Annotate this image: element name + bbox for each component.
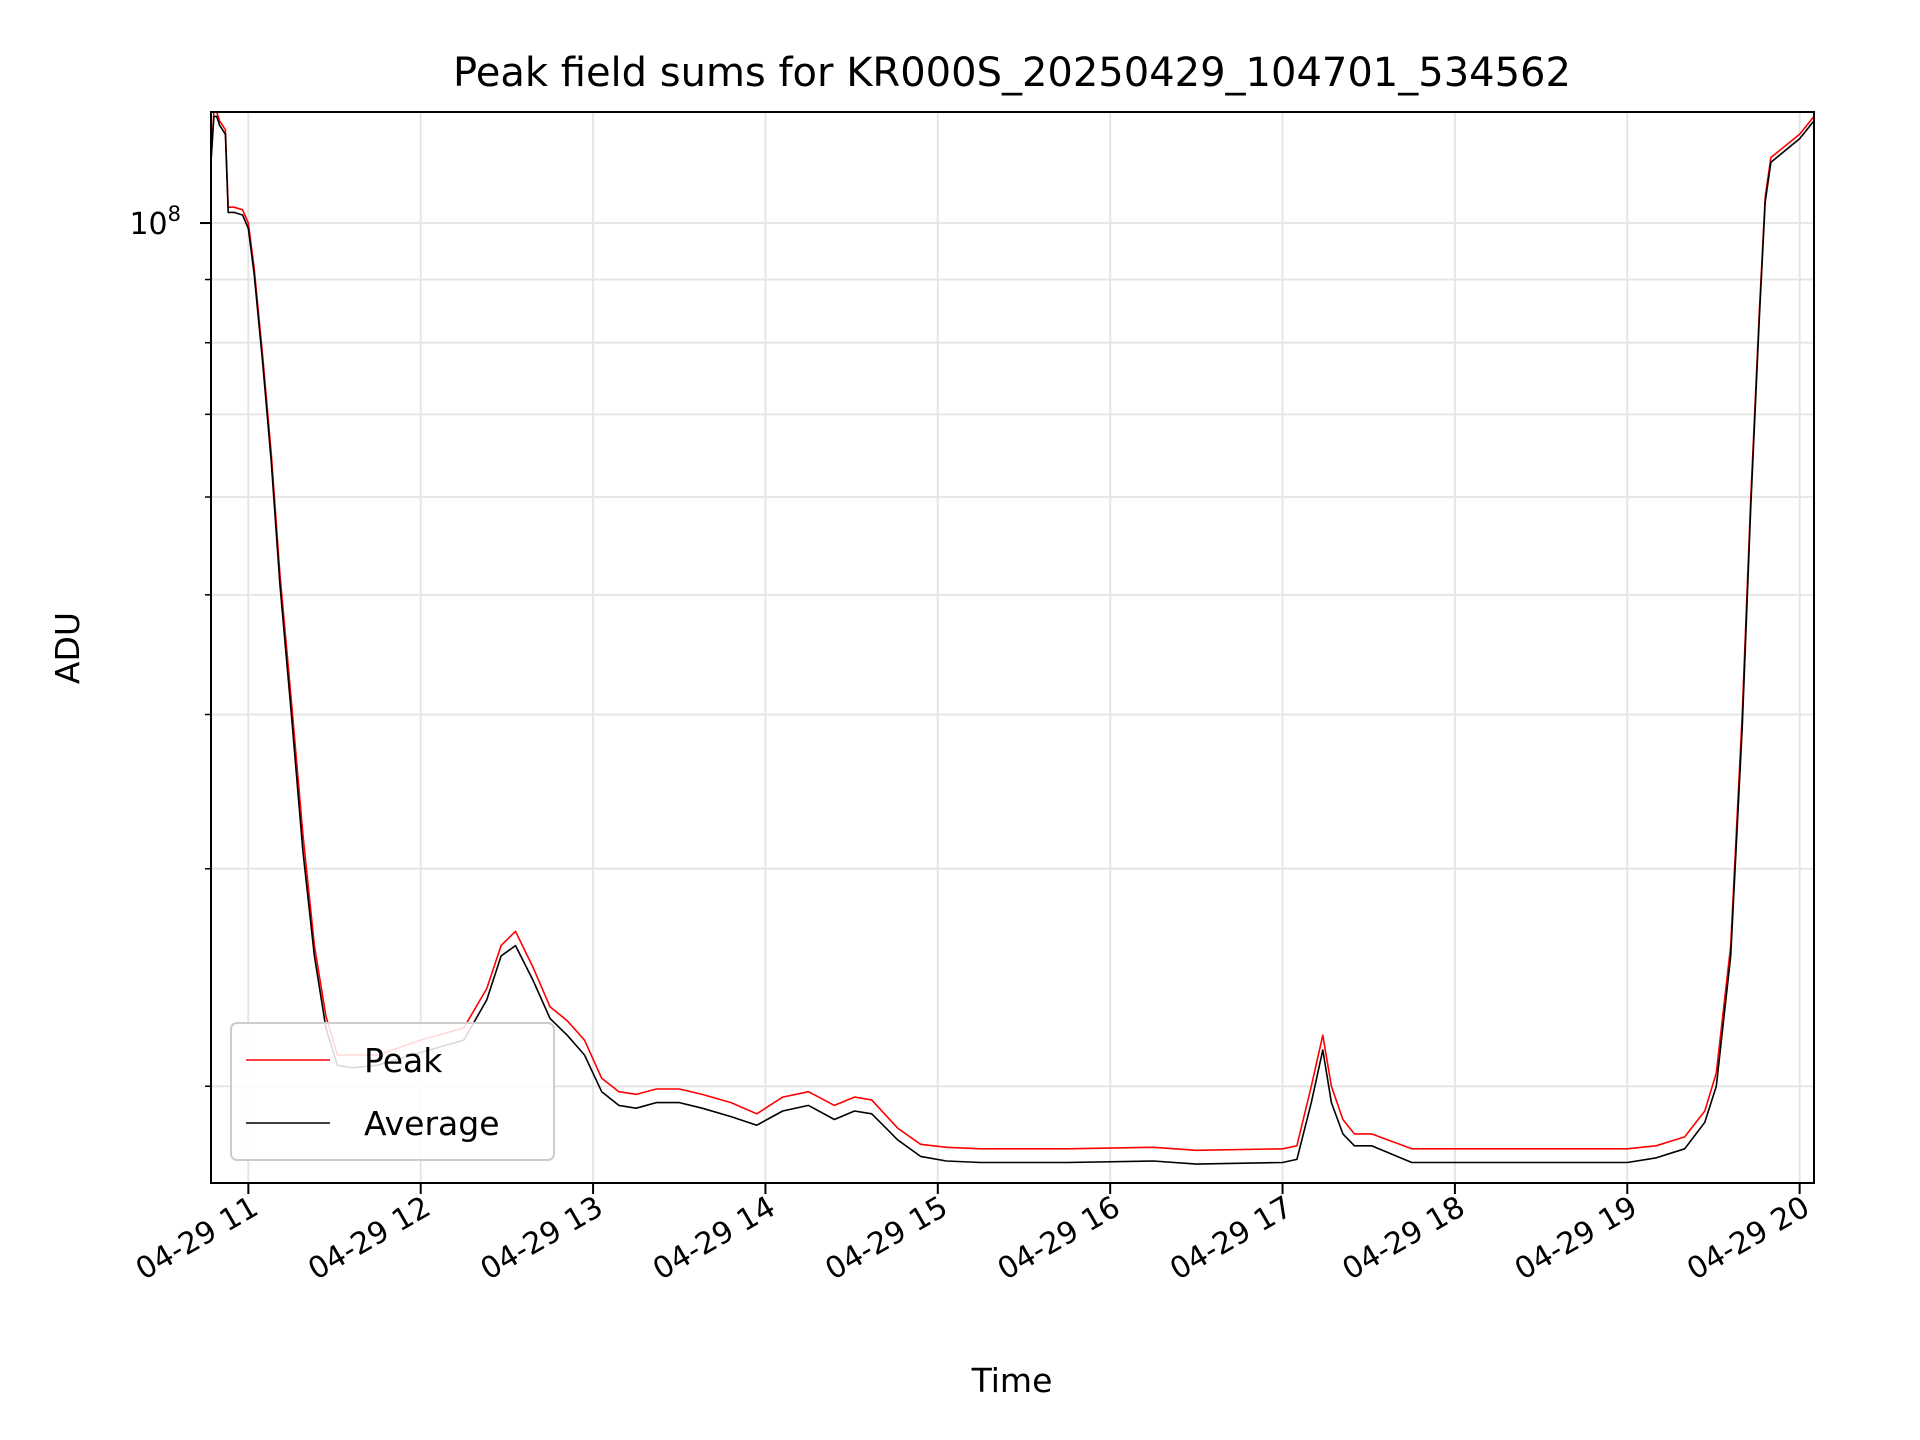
grid — [211, 112, 1814, 1183]
chart-title: Peak field sums for KR000S_20250429_1047… — [453, 50, 1571, 96]
legend: Peak Average — [230, 1022, 555, 1161]
series-line-average — [210, 115, 1815, 1165]
y-axis-ticks: 108 — [129, 202, 211, 1088]
plot-frame — [210, 111, 1815, 1184]
legend-label-peak: Peak — [364, 1041, 443, 1080]
y-axis-label: ADU — [48, 612, 87, 684]
legend-box — [230, 1022, 555, 1161]
legend-label-average: Average — [364, 1104, 500, 1143]
plot-lines — [210, 111, 1815, 1165]
x-axis-label: Time — [971, 1361, 1053, 1400]
y-tick-label: 108 — [129, 202, 181, 242]
